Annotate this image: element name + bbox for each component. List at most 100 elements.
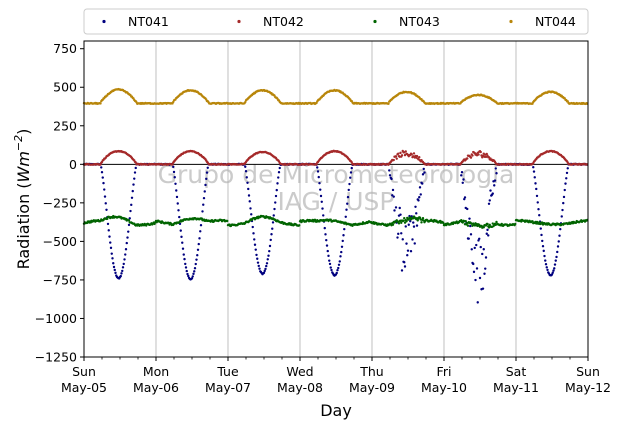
point-NT043: [106, 217, 109, 221]
point-NT041: [198, 237, 201, 240]
point-NT042: [466, 157, 469, 160]
y-tick-label: 500: [53, 80, 77, 95]
point-NT041: [566, 167, 569, 170]
point-NT041: [554, 259, 557, 262]
y-tick-label: 0: [69, 157, 77, 172]
y-axis-title-exponent: −2: [12, 135, 25, 151]
point-NT041: [277, 176, 280, 179]
x-tick-label-date: May-07: [205, 380, 251, 395]
point-NT041: [325, 244, 329, 247]
y-axis-title-suffix: ): [14, 129, 33, 135]
point-NT041: [481, 252, 484, 256]
point-NT043: [466, 224, 470, 227]
point-NT041: [489, 189, 492, 192]
point-NT041: [133, 177, 136, 180]
point-NT041: [349, 171, 353, 174]
point-NT041: [110, 252, 113, 255]
point-NT041: [346, 202, 349, 205]
point-NT041: [421, 173, 425, 176]
point-NT041: [175, 189, 178, 192]
point-NT041: [340, 250, 343, 254]
point-NT041: [190, 277, 194, 280]
series-NT043: [82, 214, 589, 229]
point-NT041: [199, 230, 202, 233]
point-NT041: [348, 182, 351, 186]
point-NT041: [466, 207, 469, 211]
point-NT041: [197, 242, 200, 246]
plot-area: [82, 87, 589, 304]
point-NT041: [245, 176, 248, 179]
point-NT041: [473, 246, 476, 250]
point-NT041: [418, 196, 421, 199]
point-NT041: [412, 221, 415, 224]
point-NT041: [129, 209, 132, 213]
point-NT041: [481, 287, 485, 290]
point-NT041: [121, 269, 124, 273]
point-NT041: [256, 261, 260, 264]
point-NT041: [404, 225, 407, 228]
point-NT041: [544, 259, 547, 262]
point-NT041: [253, 243, 257, 246]
point-NT041: [388, 169, 391, 172]
point-NT041: [475, 243, 478, 247]
point-NT041: [546, 268, 549, 272]
point-NT041: [271, 227, 274, 230]
point-NT041: [178, 215, 181, 219]
point-NT041: [255, 253, 258, 257]
point-NT041: [343, 227, 346, 231]
point-NT041: [484, 256, 488, 259]
point-NT041: [346, 195, 350, 199]
y-axis-title-unit: Wm: [14, 151, 33, 182]
point-NT043: [442, 221, 445, 225]
point-NT041: [553, 267, 556, 270]
point-NT041: [476, 301, 479, 304]
point-NT041: [246, 181, 249, 185]
point-NT041: [100, 166, 103, 169]
point-NT041: [318, 181, 321, 185]
point-NT041: [184, 266, 188, 269]
point-NT041: [191, 275, 194, 278]
point-NT041: [399, 213, 402, 216]
vertical-grid: [155, 41, 517, 357]
point-NT041: [130, 196, 134, 199]
point-NT041: [421, 182, 424, 185]
point-NT041: [413, 242, 416, 245]
x-tick-label-date: May-10: [421, 380, 467, 395]
point-NT042: [392, 158, 395, 162]
x-tick-label-date: May-06: [133, 380, 179, 395]
watermark: Grupo de Micrometeorologia IAG / USP: [158, 160, 515, 216]
point-NT041: [406, 254, 409, 257]
x-axis-title: Day: [320, 401, 352, 420]
point-NT041: [562, 195, 566, 199]
point-NT041: [551, 271, 554, 274]
point-NT041: [101, 176, 104, 179]
point-NT041: [321, 207, 324, 210]
point-NT041: [394, 206, 398, 209]
point-NT041: [106, 222, 110, 226]
point-NT041: [493, 179, 497, 182]
point-NT042: [477, 153, 480, 156]
point-NT041: [319, 194, 323, 198]
point-NT041: [485, 232, 488, 235]
legend-marker: [373, 19, 377, 24]
point-NT041: [532, 165, 535, 169]
point-NT041: [328, 259, 331, 262]
point-NT041: [103, 195, 107, 198]
point-NT041: [265, 262, 269, 265]
point-NT041: [486, 228, 489, 232]
point-NT041: [274, 201, 277, 204]
point-NT043: [420, 221, 423, 224]
point-NT041: [556, 245, 560, 248]
x-tick-label-date: May-09: [349, 380, 395, 395]
point-NT041: [474, 278, 477, 282]
point-NT041: [533, 176, 536, 179]
point-NT041: [125, 241, 128, 245]
point-NT042: [404, 150, 407, 153]
point-NT041: [322, 214, 325, 217]
point-NT041: [565, 177, 568, 180]
point-NT041: [484, 267, 487, 270]
point-NT043: [402, 219, 405, 222]
point-NT041: [252, 232, 255, 235]
y-tick-label: −250: [43, 195, 77, 210]
point-NT041: [128, 217, 131, 220]
